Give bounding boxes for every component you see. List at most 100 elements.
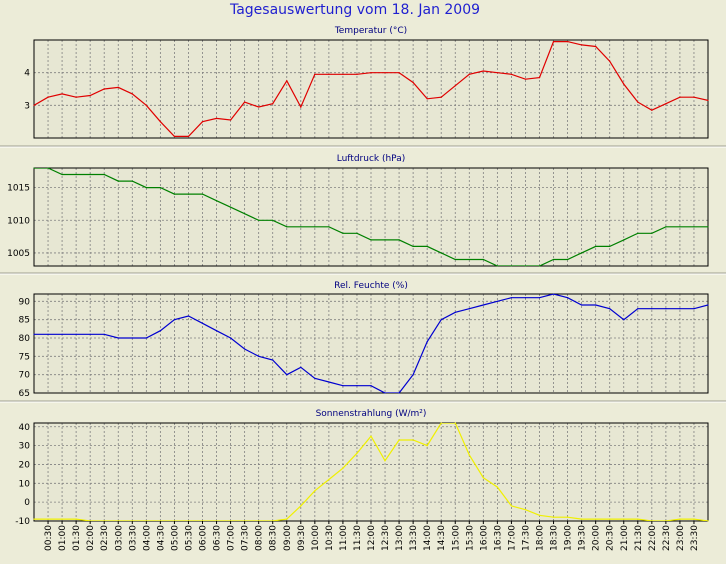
y-tick-label: 1015	[7, 184, 30, 194]
data-point	[258, 219, 260, 221]
data-point	[398, 439, 400, 441]
data-point	[47, 96, 49, 98]
y-tick-label: 85	[19, 316, 30, 326]
data-point	[328, 73, 330, 75]
data-point	[623, 239, 625, 241]
data-point	[384, 392, 386, 394]
x-tick-label: 02:00	[86, 525, 96, 551]
x-tick-label: 16:30	[493, 525, 503, 551]
data-point	[693, 96, 695, 98]
x-tick-label: 06:30	[213, 525, 223, 551]
x-tick-label: 00:30	[44, 525, 54, 551]
data-point	[524, 297, 527, 299]
x-tick-label: 10:30	[325, 525, 335, 551]
data-point	[398, 392, 400, 394]
data-point	[314, 73, 316, 75]
data-point	[482, 477, 484, 479]
data-point	[426, 98, 428, 100]
x-tick-label: 20:30	[606, 525, 616, 551]
x-tick-label: 03:30	[128, 525, 138, 551]
x-tick-label: 17:30	[521, 525, 531, 551]
x-tick-label: 15:30	[465, 525, 475, 551]
data-point	[75, 173, 77, 176]
data-point	[117, 337, 119, 339]
y-tick-label: 10	[19, 479, 31, 489]
x-tick-label: 04:00	[142, 525, 152, 551]
x-tick-label: 12:30	[381, 525, 391, 551]
data-point	[215, 117, 218, 119]
data-point	[187, 193, 190, 195]
data-point	[398, 72, 400, 74]
data-point	[384, 239, 386, 241]
data-point	[623, 518, 625, 520]
x-tick-label: 21:00	[620, 525, 630, 551]
y-tick-label: 4	[24, 69, 30, 79]
data-point	[272, 359, 274, 361]
x-tick-label: 22:30	[662, 525, 672, 551]
data-point	[440, 319, 442, 321]
data-point	[300, 226, 302, 228]
x-tick-label: 07:30	[241, 525, 251, 551]
data-point	[679, 308, 681, 310]
x-tick-label: 08:00	[255, 525, 265, 551]
y-tick-label: 75	[19, 352, 30, 362]
data-point	[230, 206, 232, 208]
data-point	[328, 478, 330, 481]
data-point	[595, 518, 597, 520]
data-point	[272, 219, 274, 221]
x-tick-label: 15:00	[451, 525, 461, 551]
data-point	[552, 258, 555, 261]
data-point	[173, 135, 175, 137]
data-point	[482, 70, 484, 72]
data-point	[567, 41, 569, 43]
data-point	[300, 505, 302, 507]
data-point	[510, 265, 512, 267]
x-tick-label: 18:30	[550, 525, 560, 551]
chart-title: Rel. Feuchte (%)	[334, 281, 408, 291]
x-tick-label: 21:30	[634, 525, 644, 551]
data-point	[61, 518, 63, 520]
data-point	[33, 333, 35, 335]
data-point	[230, 119, 232, 121]
y-tick-label: 40	[19, 423, 31, 433]
y-tick-label: 1010	[7, 216, 30, 226]
data-point	[131, 93, 133, 95]
data-point	[75, 96, 77, 98]
data-point	[609, 245, 611, 247]
data-point	[665, 226, 667, 228]
data-point	[159, 187, 161, 189]
data-point	[384, 460, 386, 462]
data-point	[412, 439, 414, 441]
data-point	[75, 518, 77, 520]
y-tick-label: 1005	[7, 249, 30, 259]
y-tick-label: 90	[19, 297, 31, 307]
data-point	[665, 308, 667, 310]
data-point	[230, 337, 232, 339]
data-point	[482, 258, 484, 261]
data-point	[496, 72, 498, 74]
y-tick-label: 30	[19, 442, 31, 452]
x-tick-label: 16:00	[479, 525, 489, 551]
data-point	[707, 226, 709, 228]
x-tick-label: 12:00	[367, 525, 377, 551]
chart-panel: Sonnenstrahlung (W/m²) -10 0 10 20 30 40	[0, 400, 726, 527]
data-point	[496, 265, 498, 267]
data-point	[496, 486, 498, 488]
data-point	[595, 304, 597, 306]
data-point	[440, 252, 442, 254]
data-point	[215, 200, 218, 202]
data-point	[356, 452, 358, 454]
data-point	[567, 258, 569, 261]
x-tick-label: 08:30	[269, 525, 279, 551]
x-tick-label: 22:00	[648, 525, 658, 551]
data-point	[356, 73, 358, 75]
y-tick-label: 65	[19, 389, 30, 399]
data-point	[552, 41, 555, 43]
data-point	[159, 330, 161, 332]
data-point	[454, 422, 456, 424]
data-point	[117, 180, 119, 182]
x-tick-label: 10:00	[311, 525, 321, 551]
data-point	[215, 330, 218, 332]
data-point	[33, 167, 35, 169]
